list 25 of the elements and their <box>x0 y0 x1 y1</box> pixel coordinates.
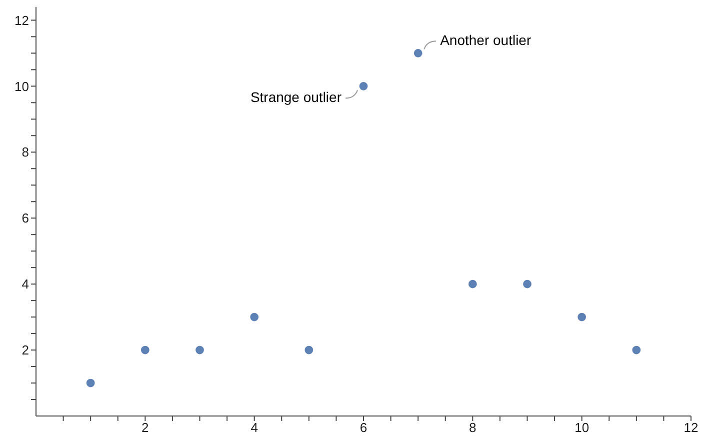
y-tick-label: 6 <box>22 210 29 226</box>
annotation: Another outlier <box>440 32 532 48</box>
x-tick-label: 10 <box>574 420 590 436</box>
point <box>304 346 314 354</box>
y-tick-label: 10 <box>14 78 29 94</box>
y-tick-label: 4 <box>22 276 29 292</box>
point <box>359 82 368 90</box>
x-tick-label: 8 <box>469 420 476 436</box>
point <box>86 378 95 388</box>
x-tick-label: 4 <box>250 420 258 436</box>
y-tick-label: 12 <box>14 12 29 28</box>
x-tick-label: 2 <box>142 420 149 436</box>
annotation: Strange outlier <box>250 89 342 106</box>
point <box>140 346 150 354</box>
x-tick-label: 6 <box>360 420 368 436</box>
point <box>250 312 259 322</box>
y-tick-label: 8 <box>22 144 29 160</box>
point <box>578 312 586 322</box>
point <box>523 280 532 288</box>
point <box>468 280 477 288</box>
y-tick-label: 2 <box>22 342 29 358</box>
point <box>196 346 204 354</box>
point <box>632 346 641 354</box>
x-tick-label: 12 <box>684 420 698 436</box>
point <box>414 48 422 58</box>
